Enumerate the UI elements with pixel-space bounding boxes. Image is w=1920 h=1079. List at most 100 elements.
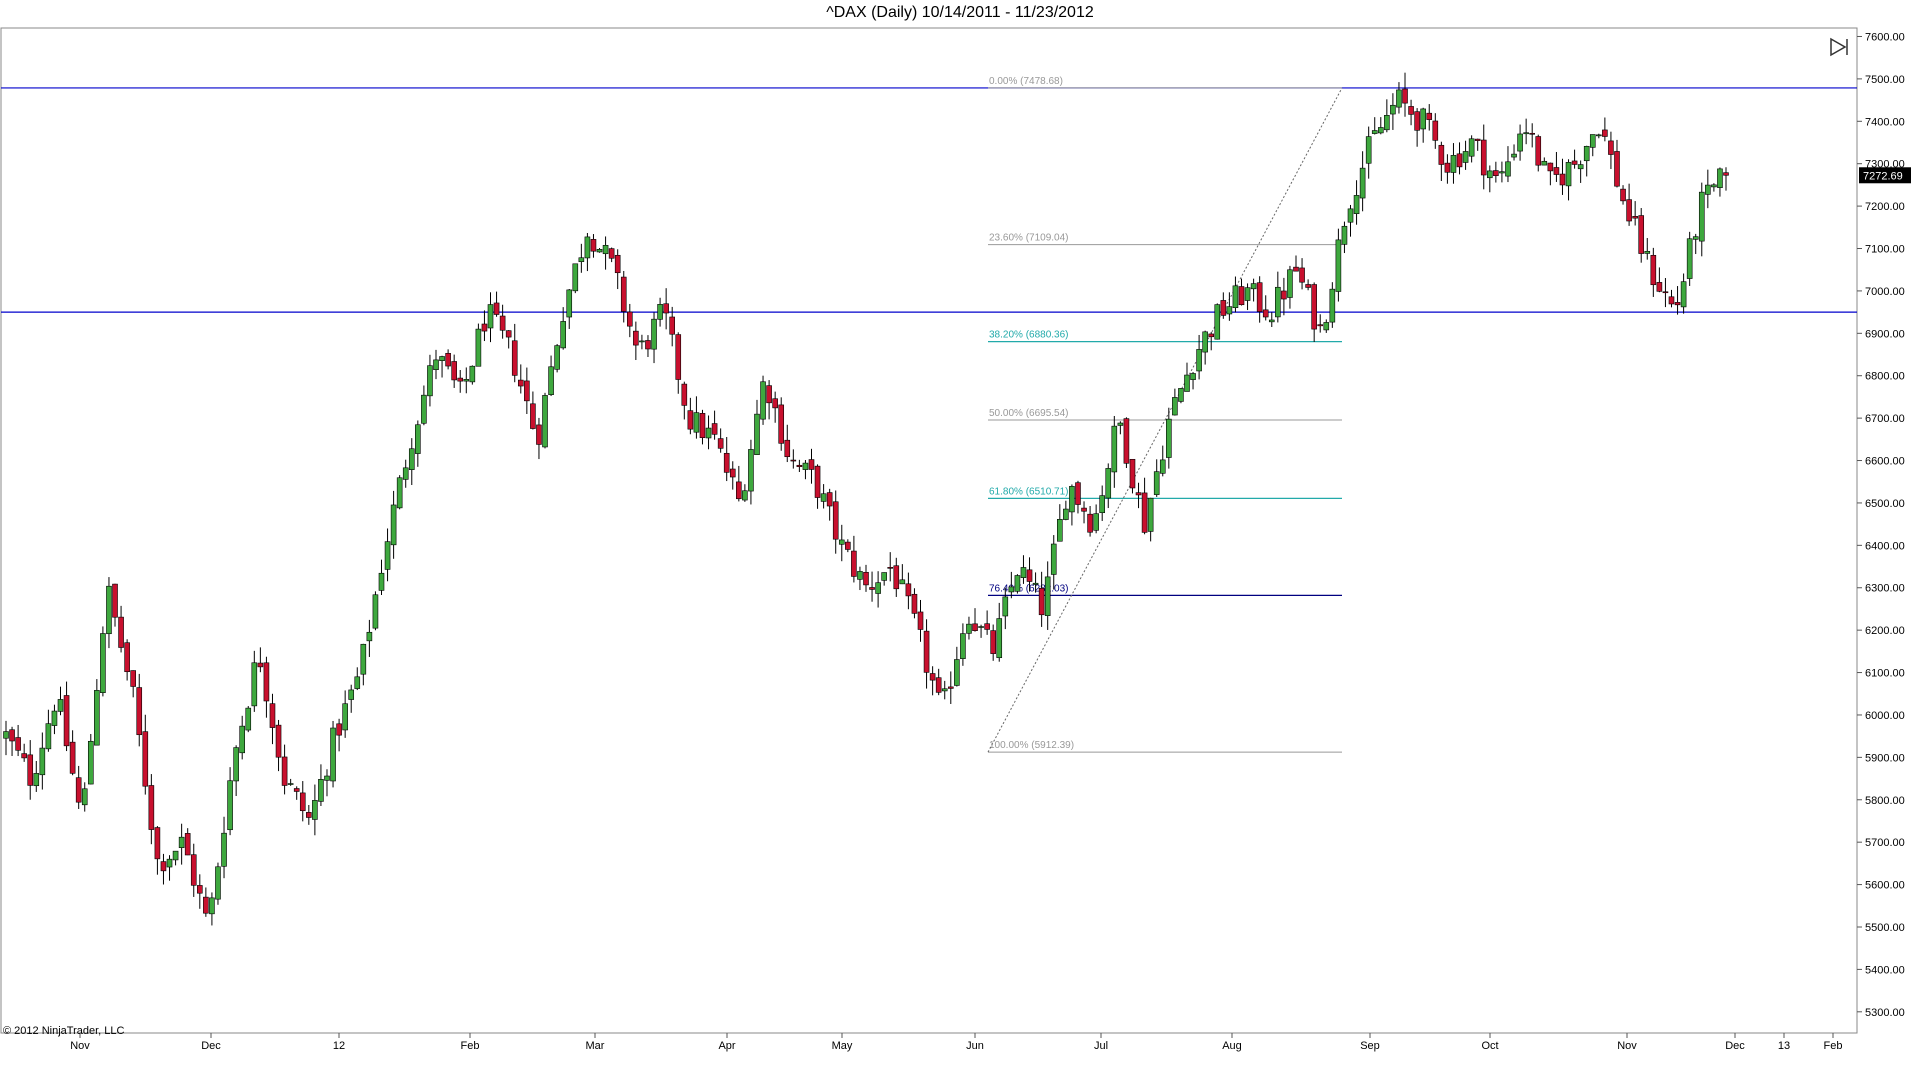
candle-body <box>269 703 276 728</box>
candle-body <box>1050 543 1057 575</box>
x-axis-tick-label: Dec <box>1725 1040 1745 1052</box>
fib-level-label: 50.00% (6695.54) <box>989 408 1069 419</box>
candle-body <box>1353 195 1360 214</box>
candle-body <box>729 468 736 478</box>
fib-level-label: 23.60% (7109.04) <box>989 233 1069 244</box>
candle-body <box>45 723 52 750</box>
candle-body <box>9 729 15 742</box>
y-axis-tick-label: 5900.00 <box>1865 752 1905 764</box>
candle-body <box>1571 160 1578 165</box>
candle-body <box>917 611 924 630</box>
candle-body <box>1147 497 1154 532</box>
candle-body <box>415 424 421 454</box>
candle-body <box>863 571 869 586</box>
y-axis-tick-label: 7400.00 <box>1865 116 1905 128</box>
candle-body <box>1529 132 1535 135</box>
candle-body <box>784 439 791 458</box>
candle-body <box>645 340 651 350</box>
candle-body <box>1517 133 1523 152</box>
candle-body <box>560 321 566 349</box>
candle-body <box>736 481 742 500</box>
x-axis-tick-label: Feb <box>461 1040 480 1052</box>
jump-to-end-icon[interactable] <box>1828 36 1850 58</box>
candle-body <box>427 365 433 397</box>
candle-body <box>1256 282 1263 312</box>
x-axis-tick-label: Jun <box>966 1040 984 1052</box>
candle-body <box>911 593 918 614</box>
candle-body <box>1432 120 1439 141</box>
candle-body <box>433 359 439 371</box>
candle-body <box>1705 184 1711 195</box>
candle-body <box>996 618 1003 659</box>
candle-body <box>790 459 797 462</box>
candle-body <box>1656 282 1663 292</box>
candle-body <box>663 303 669 314</box>
candle-body <box>408 448 415 470</box>
candle-body <box>1390 104 1396 115</box>
candle-body <box>1323 322 1330 331</box>
candle-body <box>723 452 730 473</box>
candle-body <box>1293 266 1299 272</box>
candle-body <box>1468 138 1475 157</box>
candle-body <box>1069 486 1075 513</box>
candle-body <box>1178 388 1184 402</box>
x-axis-tick-label: 13 <box>1778 1040 1790 1052</box>
candle-body <box>469 365 476 383</box>
candle-body <box>1311 284 1317 330</box>
x-axis-tick-label: Oct <box>1481 1040 1498 1052</box>
candle-body <box>457 377 464 382</box>
candle-body <box>1511 153 1517 158</box>
candle-body <box>657 304 663 320</box>
candle-body <box>1396 89 1402 108</box>
candles-group <box>3 72 1729 926</box>
candle-body <box>578 257 585 263</box>
candle-body <box>1032 582 1039 585</box>
candle-body <box>106 585 112 635</box>
candle-body <box>627 311 633 327</box>
candle-body <box>633 330 639 346</box>
candle-body <box>1553 167 1560 175</box>
candle-body <box>1123 418 1130 464</box>
candle-body <box>1359 167 1366 199</box>
candle-body <box>372 594 379 629</box>
y-axis-tick-label: 7200.00 <box>1865 201 1905 213</box>
candle-body <box>1038 587 1045 616</box>
candle-body <box>1583 145 1590 162</box>
candle-body <box>118 616 124 648</box>
candle-body <box>1184 374 1190 392</box>
y-axis-tick-label: 6100.00 <box>1865 668 1905 680</box>
candle-body <box>1244 287 1251 301</box>
candle-body <box>505 330 512 338</box>
candle-body <box>384 541 391 570</box>
candle-body <box>263 662 270 702</box>
candle-body <box>33 773 40 787</box>
candle-body <box>1153 471 1160 495</box>
candle-body <box>1317 324 1324 327</box>
last-price-marker <box>1859 167 1911 184</box>
candle-body <box>39 747 46 776</box>
y-axis-tick-label: 5600.00 <box>1865 880 1905 892</box>
candle-body <box>1159 459 1166 474</box>
candle-body <box>511 340 518 376</box>
candle-body <box>148 785 155 830</box>
candle-body <box>1692 236 1699 240</box>
candle-body <box>1305 284 1311 288</box>
candle-body <box>293 788 300 792</box>
candle-body <box>1275 286 1281 318</box>
candle-body <box>1341 225 1348 245</box>
candle-body <box>548 366 554 395</box>
candle-body <box>590 239 597 252</box>
candle-body <box>1190 373 1196 380</box>
candle-body <box>572 263 579 292</box>
x-axis-tick-label: Jul <box>1094 1040 1108 1052</box>
candle-body <box>584 236 591 259</box>
candle-body <box>760 381 766 420</box>
x-axis-tick-label: Aug <box>1222 1040 1242 1052</box>
candle-body <box>1711 184 1717 188</box>
candle-body <box>245 707 252 731</box>
candle-body <box>1365 136 1372 164</box>
candle-body <box>1075 482 1081 505</box>
candle-body <box>1384 115 1390 131</box>
fib-level-label: 61.80% (6510.71) <box>989 486 1069 497</box>
